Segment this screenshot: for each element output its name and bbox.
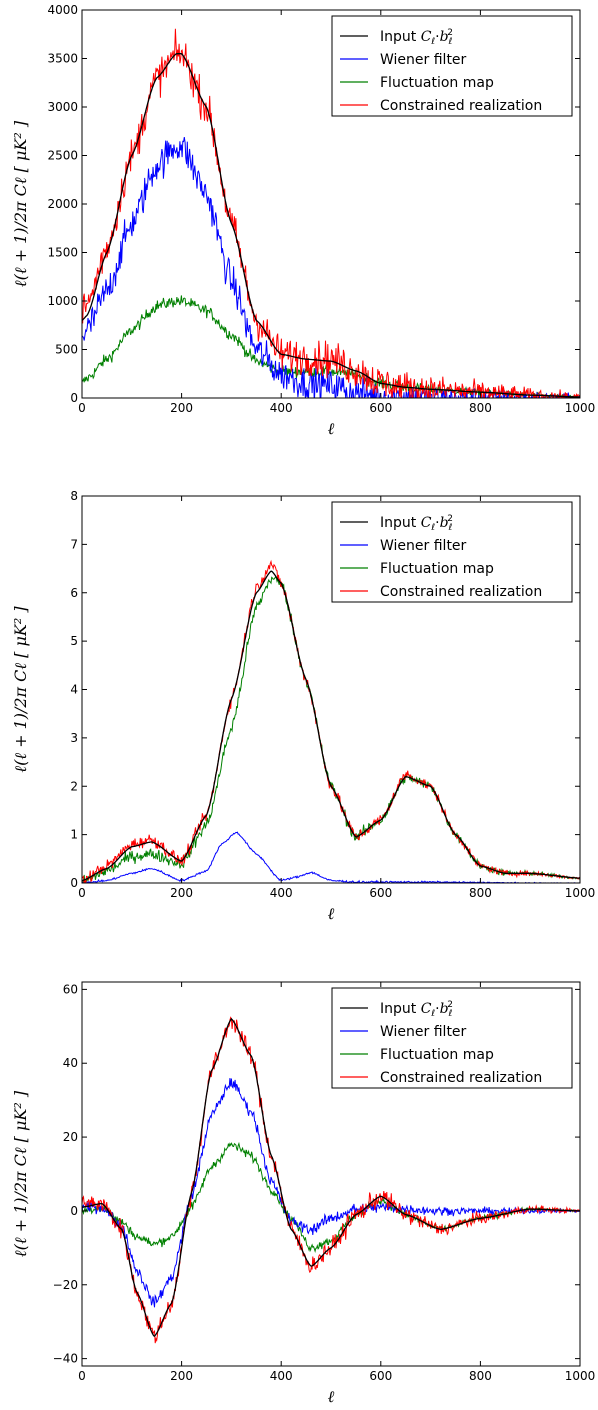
y-tick-label: 1500: [47, 246, 78, 260]
legend-label-input: Input Cℓ·bℓ2: [380, 28, 453, 47]
x-tick-label: 800: [469, 401, 492, 415]
legend-label-wiener: Wiener filter: [380, 538, 467, 554]
x-axis-label: ℓ: [328, 1387, 335, 1406]
y-tick-label: 20: [63, 1130, 78, 1144]
x-tick-label: 0: [78, 401, 86, 415]
legend-label-constrained: Constrained realization: [380, 1070, 542, 1086]
series-line-fluctuation: [82, 295, 580, 398]
y-tick-label: 3000: [47, 100, 78, 114]
x-tick-label: 0: [78, 1369, 86, 1383]
y-tick-label: 0: [70, 1204, 78, 1218]
x-tick-label: 600: [369, 1369, 392, 1383]
legend-label-constrained: Constrained realization: [380, 584, 542, 600]
y-tick-label: 1000: [47, 294, 78, 308]
series-line-constrained: [82, 559, 580, 883]
legend-label-fluctuation: Fluctuation map: [380, 75, 494, 91]
plot-frame: [81, 981, 581, 1367]
y-tick-label: 40: [63, 1056, 78, 1070]
chart-panel-bottom: 0 200 400 600 800 1000 −40 −20 0 20 40 60 ℓ ℓ(ℓ + 1)/…: [11, 981, 596, 1406]
series-line-input: [82, 570, 580, 882]
x-axis-label: ℓ: [328, 419, 335, 438]
legend: Input Cℓ·bℓ2 Wiener filter Fluctuation map…: [331, 987, 573, 1089]
series-line-input: [82, 1017, 580, 1338]
y-tick-label: 4000: [47, 3, 78, 17]
series-line-fluctuation: [82, 576, 580, 883]
legend-box: [331, 501, 573, 603]
y-tick-label: 1: [70, 828, 78, 842]
legend-box: [331, 987, 573, 1089]
series-line-input: [82, 53, 580, 398]
x-tick-label: 400: [270, 401, 293, 415]
y-axis-label: ℓ(ℓ + 1)/2π Cℓ [ μK² ]: [11, 606, 30, 773]
y-axis-label: ℓ(ℓ + 1)/2π Cℓ [ μK² ]: [11, 1090, 30, 1257]
x-tick-label: 1000: [565, 886, 596, 900]
y-tick-label: 8: [70, 489, 78, 503]
y-tick-label: 0: [70, 876, 78, 890]
x-tick-label: 400: [270, 886, 293, 900]
x-tick-label: 200: [170, 401, 193, 415]
y-tick-label: 60: [63, 982, 78, 996]
series-line-wiener: [82, 137, 580, 398]
y-tick-label: 3500: [47, 52, 78, 66]
legend-label-input: Input Cℓ·bℓ2: [380, 1000, 453, 1019]
y-tick-label: 5: [70, 634, 78, 648]
y-axis-label: ℓ(ℓ + 1)/2π Cℓ [ μK² ]: [11, 120, 30, 287]
legend-label-wiener: Wiener filter: [380, 1024, 467, 1040]
chart-panel-middle: 0 200 400 600 800 1000 0 1 2 3 4 5 6 7 8 ℓ ℓ(ℓ + 1)/2π C…: [11, 489, 595, 923]
y-tick-label: −40: [53, 1352, 78, 1366]
legend-label-input: Input Cℓ·bℓ2: [380, 514, 453, 533]
y-tick-label: −20: [53, 1278, 78, 1292]
legend-label-fluctuation: Fluctuation map: [380, 561, 494, 577]
y-tick-label: 3: [70, 731, 78, 745]
legend-box: [331, 15, 573, 117]
legend-label-fluctuation: Fluctuation map: [380, 1047, 494, 1063]
x-tick-label: 1000: [565, 1369, 596, 1383]
y-tick-label: 7: [70, 537, 78, 551]
legend-label-constrained: Constrained realization: [380, 98, 542, 114]
legend: Input Cℓ·bℓ2 Wiener filter Fluctuation map…: [331, 501, 573, 603]
x-tick-label: 400: [270, 1369, 293, 1383]
x-tick-label: 200: [170, 886, 193, 900]
x-tick-label: 1000: [565, 401, 596, 415]
x-tick-label: 800: [469, 886, 492, 900]
y-tick-label: 6: [70, 586, 78, 600]
x-tick-label: 800: [469, 1369, 492, 1383]
y-tick-label: 2: [70, 779, 78, 793]
x-tick-label: 200: [170, 1369, 193, 1383]
x-tick-label: 600: [369, 401, 392, 415]
y-tick-label: 500: [55, 343, 78, 357]
x-tick-label: 600: [369, 886, 392, 900]
series-line-wiener: [82, 1078, 580, 1308]
legend: Input Cℓ·bℓ2 Wiener filter Fluctuation map…: [331, 15, 573, 117]
chart-panel-top: 0 200 400 600 800 1000 0 500 1000 1500 2000 2500 300…: [11, 3, 595, 438]
y-tick-label: 2500: [47, 149, 78, 163]
y-tick-label: 4: [70, 683, 78, 697]
series-line-fluctuation: [82, 1141, 580, 1254]
x-tick-label: 0: [78, 886, 86, 900]
legend-label-wiener: Wiener filter: [380, 52, 467, 68]
x-axis-label: ℓ: [328, 904, 335, 923]
y-tick-label: 2000: [47, 197, 78, 211]
y-tick-label: 0: [70, 391, 78, 405]
